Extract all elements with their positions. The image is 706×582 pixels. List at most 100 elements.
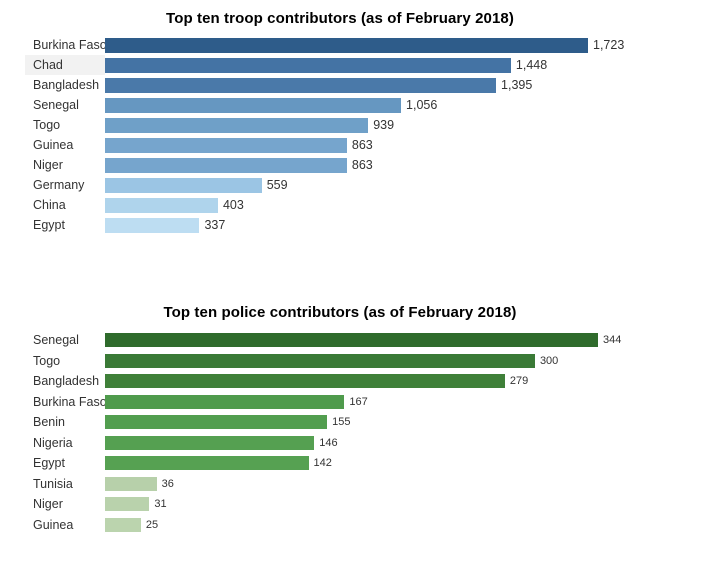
value-label: 1,448	[515, 58, 548, 72]
bar[interactable]	[105, 374, 505, 389]
bar-row: Guinea 863	[0, 135, 680, 155]
value-label: 939	[373, 118, 395, 132]
bar[interactable]	[105, 177, 262, 193]
bar-track: 1,448	[105, 55, 680, 75]
bar-row: Chad 1,448	[0, 55, 680, 75]
bar-track: 31	[105, 494, 680, 515]
bar-row: Niger 863	[0, 155, 680, 175]
bar-row: Senegal 344	[0, 330, 680, 351]
category-label[interactable]: Togo	[33, 118, 61, 132]
value-label: 1,056	[406, 98, 438, 112]
bar-row: Guinea 25	[0, 515, 680, 536]
category-label[interactable]: Benin	[33, 415, 65, 430]
bar-track: 939	[105, 115, 680, 135]
bar-row: Egypt 142	[0, 453, 680, 474]
category-label[interactable]: Burkina Faso	[33, 38, 105, 52]
troop-chart-rows: Burkina Faso 1,723 Chad 1,448 Bangladesh 1,39…	[0, 35, 680, 235]
bar-row: Togo 939	[0, 115, 680, 135]
category-label[interactable]: Guinea	[33, 517, 74, 532]
bar[interactable]	[105, 394, 345, 409]
bar[interactable]	[105, 97, 402, 113]
bar[interactable]	[105, 37, 588, 53]
value-label: 337	[204, 218, 226, 232]
bar[interactable]	[105, 456, 309, 471]
bar[interactable]	[105, 497, 150, 512]
bar-track: 1,395	[105, 75, 680, 95]
bar-track: 559	[105, 175, 680, 195]
value-label: 863	[351, 158, 373, 172]
bar-row: Tunisia 36	[0, 474, 680, 495]
bar[interactable]	[105, 137, 347, 153]
police-chart-rows: Senegal 344 Togo 300 Bangladesh 279 Burkina Fa…	[0, 330, 680, 535]
value-label: 1,395	[501, 78, 533, 92]
bar[interactable]	[105, 57, 511, 73]
bar-track: 403	[105, 195, 680, 215]
bar-track: 337	[105, 215, 680, 235]
value-label: 403	[222, 198, 244, 212]
bar[interactable]	[105, 517, 141, 532]
value-label: 146	[319, 436, 338, 449]
bar-track: 279	[105, 371, 680, 392]
value-label: 344	[603, 334, 622, 347]
category-label[interactable]: Egypt	[33, 456, 65, 471]
bar-row: Egypt 337	[0, 215, 680, 235]
category-label[interactable]: Germany	[33, 178, 85, 192]
troop-chart-title: Top ten troop contributors (as of Februa…	[166, 10, 514, 27]
bar-row: Bangladesh 279	[0, 371, 680, 392]
police-chart-title: Top ten police contributors (as of Febru…	[163, 304, 517, 321]
bar[interactable]	[105, 217, 200, 233]
value-label: 863	[351, 138, 373, 152]
bar-track: 25	[105, 515, 680, 536]
bar-row: Togo 300	[0, 351, 680, 372]
bar-track: 146	[105, 433, 680, 454]
bar-row: Bangladesh 1,395	[0, 75, 680, 95]
bar[interactable]	[105, 415, 328, 430]
bar-row: Niger 31	[0, 494, 680, 515]
bar-row: Burkina Faso 1,723	[0, 35, 680, 55]
category-label[interactable]: Senegal	[33, 98, 79, 112]
bar-row: Germany 559	[0, 175, 680, 195]
bar[interactable]	[105, 197, 218, 213]
bar[interactable]	[105, 476, 157, 491]
bar-track: 863	[105, 155, 680, 175]
category-label[interactable]: Egypt	[33, 218, 65, 232]
bar-track: 155	[105, 412, 680, 433]
bar[interactable]	[105, 117, 369, 133]
bar-row: Senegal 1,056	[0, 95, 680, 115]
bar-track: 142	[105, 453, 680, 474]
bar-track: 1,056	[105, 95, 680, 115]
bar-row: China 403	[0, 195, 680, 215]
troop-contributors-chart: Top ten troop contributors (as of Februa…	[0, 9, 680, 235]
bar[interactable]	[105, 353, 535, 368]
value-label: 36	[161, 477, 174, 490]
category-label[interactable]: Tunisia	[33, 476, 73, 491]
police-contributors-chart: Top ten police contributors (as of Febru…	[0, 303, 680, 535]
bar-track: 344	[105, 330, 680, 351]
bar-track: 167	[105, 392, 680, 413]
category-label[interactable]: Niger	[33, 497, 63, 512]
category-label[interactable]: Bangladesh	[33, 78, 100, 92]
category-label[interactable]: China	[33, 198, 66, 212]
value-label: 279	[509, 375, 529, 388]
category-label[interactable]: Niger	[33, 158, 63, 172]
category-label[interactable]: Chad	[25, 55, 105, 75]
value-label: 1,723	[593, 38, 625, 52]
category-label[interactable]: Nigeria	[33, 435, 73, 450]
value-label: 31	[154, 498, 167, 511]
category-label[interactable]: Senegal	[33, 333, 79, 348]
bar-track: 863	[105, 135, 680, 155]
category-label[interactable]: Bangladesh	[33, 374, 100, 389]
value-label: 25	[145, 518, 159, 531]
bar[interactable]	[105, 157, 347, 173]
bar-track: 1,723	[105, 35, 680, 55]
value-label: 300	[539, 354, 559, 367]
bar[interactable]	[105, 435, 315, 450]
bar-track: 300	[105, 351, 680, 372]
bar[interactable]	[105, 77, 497, 93]
category-label[interactable]: Togo	[33, 353, 61, 368]
value-label: 155	[332, 416, 351, 429]
category-label[interactable]: Burkina Faso	[33, 394, 105, 409]
bar[interactable]	[105, 333, 598, 348]
category-label[interactable]: Guinea	[33, 138, 74, 152]
